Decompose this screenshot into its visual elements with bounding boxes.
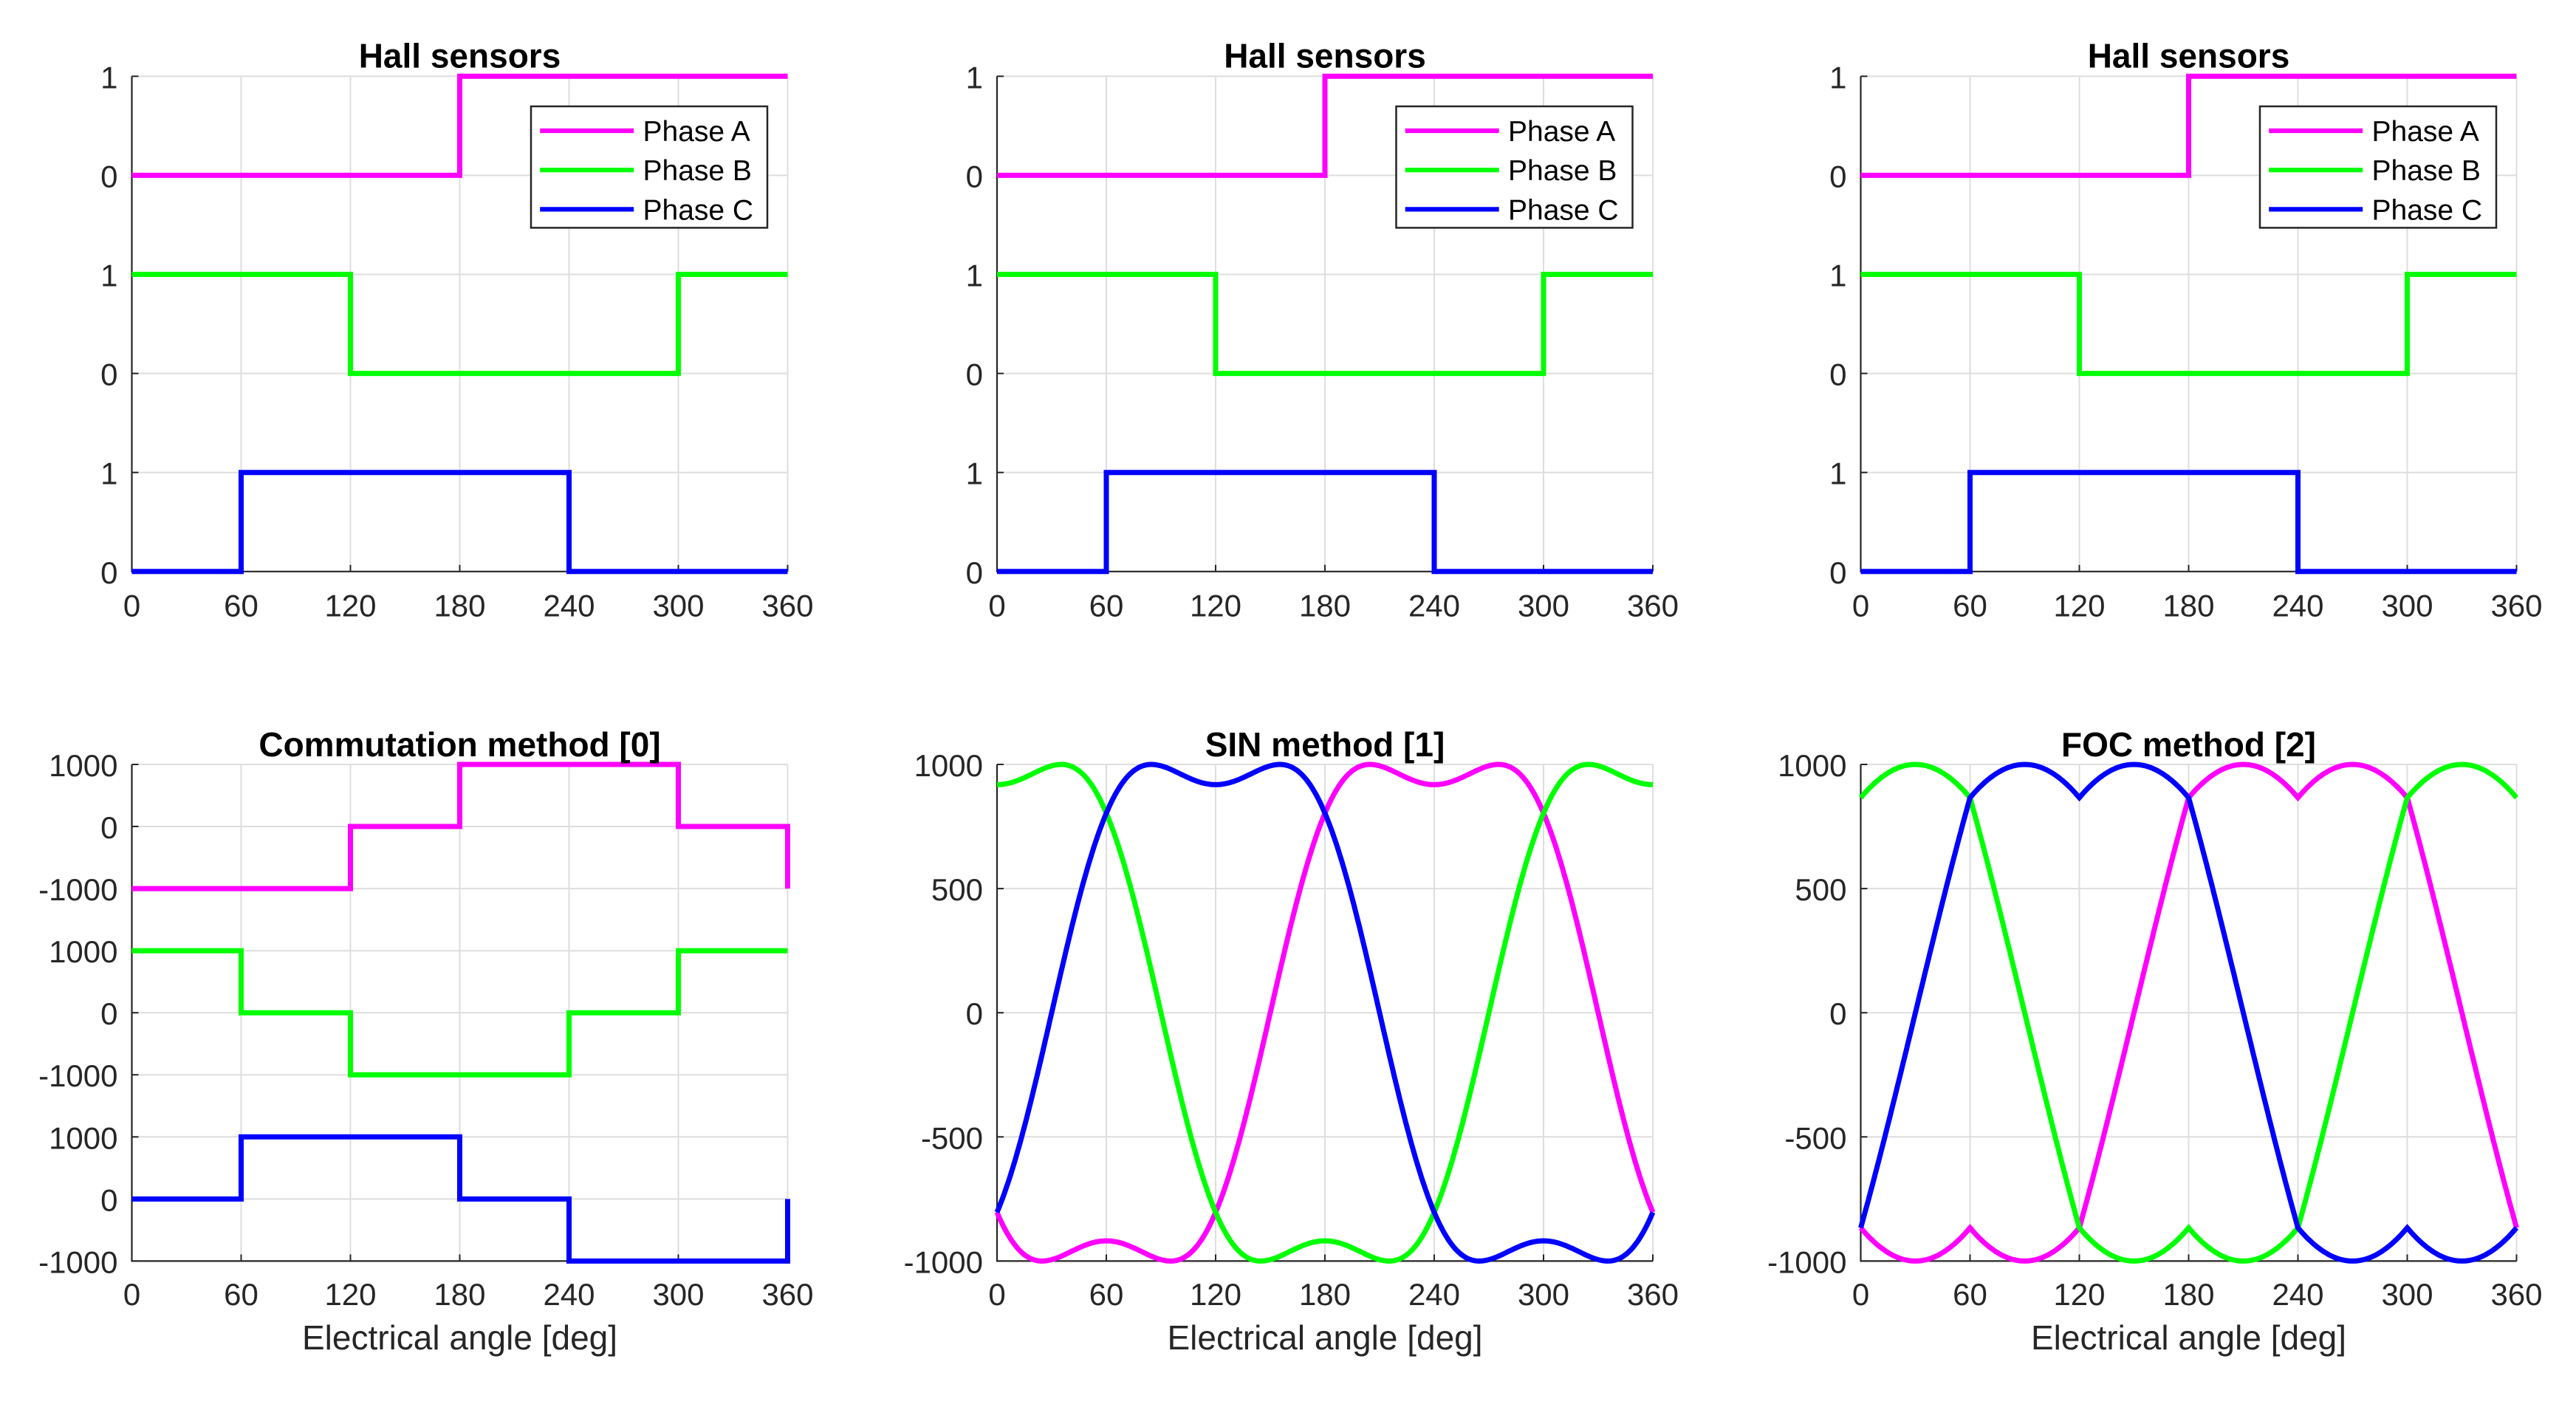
svg-text:Phase B: Phase B bbox=[2372, 155, 2481, 187]
svg-text:0: 0 bbox=[1829, 555, 1846, 590]
svg-text:240: 240 bbox=[2272, 589, 2323, 623]
svg-text:1000: 1000 bbox=[49, 934, 117, 969]
svg-text:Hall sensors: Hall sensors bbox=[2088, 37, 2290, 75]
svg-text:120: 120 bbox=[324, 589, 376, 623]
svg-text:1: 1 bbox=[1829, 259, 1846, 293]
svg-text:Phase C: Phase C bbox=[643, 194, 754, 226]
svg-text:120: 120 bbox=[1190, 1277, 1241, 1312]
svg-text:300: 300 bbox=[2381, 1277, 2433, 1312]
svg-text:Commutation method [0]: Commutation method [0] bbox=[258, 725, 660, 764]
svg-text:180: 180 bbox=[434, 1277, 485, 1312]
svg-text:0: 0 bbox=[988, 1277, 1005, 1312]
svg-text:1: 1 bbox=[100, 60, 117, 95]
svg-text:60: 60 bbox=[224, 1277, 258, 1312]
svg-text:1: 1 bbox=[966, 60, 983, 95]
svg-text:0: 0 bbox=[1829, 159, 1846, 194]
svg-text:240: 240 bbox=[1408, 1277, 1460, 1312]
svg-text:360: 360 bbox=[1627, 1277, 1679, 1312]
svg-text:Phase A: Phase A bbox=[2372, 116, 2479, 148]
svg-text:Electrical angle [deg]: Electrical angle [deg] bbox=[302, 1318, 617, 1357]
svg-text:1: 1 bbox=[100, 259, 117, 293]
svg-text:Phase C: Phase C bbox=[2372, 194, 2483, 226]
svg-text:1000: 1000 bbox=[914, 748, 983, 783]
svg-text:0: 0 bbox=[1829, 996, 1846, 1031]
svg-text:240: 240 bbox=[543, 589, 595, 623]
svg-text:60: 60 bbox=[1953, 589, 1987, 623]
svg-text:0: 0 bbox=[100, 1182, 117, 1217]
svg-text:0: 0 bbox=[1852, 1277, 1869, 1312]
svg-text:-1000: -1000 bbox=[38, 1058, 117, 1093]
svg-text:500: 500 bbox=[931, 872, 983, 907]
svg-text:300: 300 bbox=[1518, 1277, 1569, 1312]
svg-text:360: 360 bbox=[2490, 1277, 2542, 1312]
svg-text:Phase A: Phase A bbox=[643, 116, 750, 148]
svg-text:60: 60 bbox=[1089, 1277, 1124, 1312]
svg-text:300: 300 bbox=[1518, 589, 1569, 623]
svg-text:0: 0 bbox=[966, 357, 983, 392]
svg-text:0: 0 bbox=[100, 159, 117, 194]
svg-text:Phase C: Phase C bbox=[1508, 194, 1619, 226]
svg-text:-1000: -1000 bbox=[38, 1245, 117, 1279]
svg-text:500: 500 bbox=[1795, 872, 1846, 907]
svg-text:Electrical angle [deg]: Electrical angle [deg] bbox=[2031, 1318, 2346, 1357]
svg-text:120: 120 bbox=[1190, 589, 1241, 623]
svg-text:1000: 1000 bbox=[49, 748, 117, 783]
svg-text:-1000: -1000 bbox=[38, 872, 117, 907]
svg-text:1000: 1000 bbox=[1778, 748, 1846, 783]
svg-text:360: 360 bbox=[761, 1277, 813, 1312]
svg-text:-500: -500 bbox=[921, 1120, 983, 1155]
svg-text:Hall sensors: Hall sensors bbox=[359, 37, 561, 75]
svg-text:120: 120 bbox=[2053, 589, 2105, 623]
svg-text:1: 1 bbox=[1829, 60, 1846, 95]
svg-text:180: 180 bbox=[1299, 1277, 1351, 1312]
svg-text:60: 60 bbox=[1953, 1277, 1987, 1312]
svg-text:360: 360 bbox=[1627, 589, 1679, 623]
svg-text:1: 1 bbox=[1829, 456, 1846, 491]
svg-text:-1000: -1000 bbox=[904, 1245, 983, 1279]
svg-text:1: 1 bbox=[966, 259, 983, 293]
svg-text:180: 180 bbox=[2162, 1277, 2214, 1312]
svg-text:FOC method [2]: FOC method [2] bbox=[2061, 725, 2316, 764]
svg-text:Phase A: Phase A bbox=[1508, 116, 1615, 148]
svg-text:1000: 1000 bbox=[49, 1120, 117, 1155]
svg-text:120: 120 bbox=[324, 1277, 376, 1312]
svg-text:0: 0 bbox=[100, 996, 117, 1031]
svg-text:0: 0 bbox=[1852, 589, 1869, 623]
svg-text:240: 240 bbox=[2272, 1277, 2323, 1312]
svg-text:-500: -500 bbox=[1784, 1120, 1846, 1155]
svg-text:300: 300 bbox=[2381, 589, 2433, 623]
svg-text:300: 300 bbox=[652, 589, 704, 623]
svg-text:300: 300 bbox=[652, 1277, 704, 1312]
svg-text:360: 360 bbox=[761, 589, 813, 623]
svg-text:240: 240 bbox=[543, 1277, 595, 1312]
svg-text:0: 0 bbox=[966, 159, 983, 194]
svg-text:Phase B: Phase B bbox=[643, 155, 752, 187]
svg-text:180: 180 bbox=[2162, 589, 2214, 623]
svg-text:120: 120 bbox=[2053, 1277, 2105, 1312]
svg-text:1: 1 bbox=[966, 456, 983, 491]
svg-text:1: 1 bbox=[100, 456, 117, 491]
svg-text:0: 0 bbox=[123, 589, 140, 623]
svg-text:Electrical angle [deg]: Electrical angle [deg] bbox=[1167, 1318, 1482, 1357]
svg-text:0: 0 bbox=[100, 555, 117, 590]
svg-text:-1000: -1000 bbox=[1767, 1245, 1846, 1279]
svg-text:Phase B: Phase B bbox=[1508, 155, 1617, 187]
svg-text:360: 360 bbox=[2490, 589, 2542, 623]
svg-text:180: 180 bbox=[1299, 589, 1351, 623]
svg-text:0: 0 bbox=[100, 357, 117, 392]
svg-text:0: 0 bbox=[966, 996, 983, 1031]
svg-text:0: 0 bbox=[100, 810, 117, 845]
svg-text:SIN method [1]: SIN method [1] bbox=[1205, 725, 1445, 764]
svg-text:0: 0 bbox=[966, 555, 983, 590]
svg-text:240: 240 bbox=[1408, 589, 1460, 623]
svg-text:Hall sensors: Hall sensors bbox=[1224, 37, 1426, 75]
svg-text:60: 60 bbox=[224, 589, 258, 623]
svg-text:0: 0 bbox=[123, 1277, 140, 1312]
svg-text:60: 60 bbox=[1089, 589, 1124, 623]
svg-text:0: 0 bbox=[1829, 357, 1846, 392]
svg-text:0: 0 bbox=[988, 589, 1005, 623]
svg-text:180: 180 bbox=[434, 589, 485, 623]
